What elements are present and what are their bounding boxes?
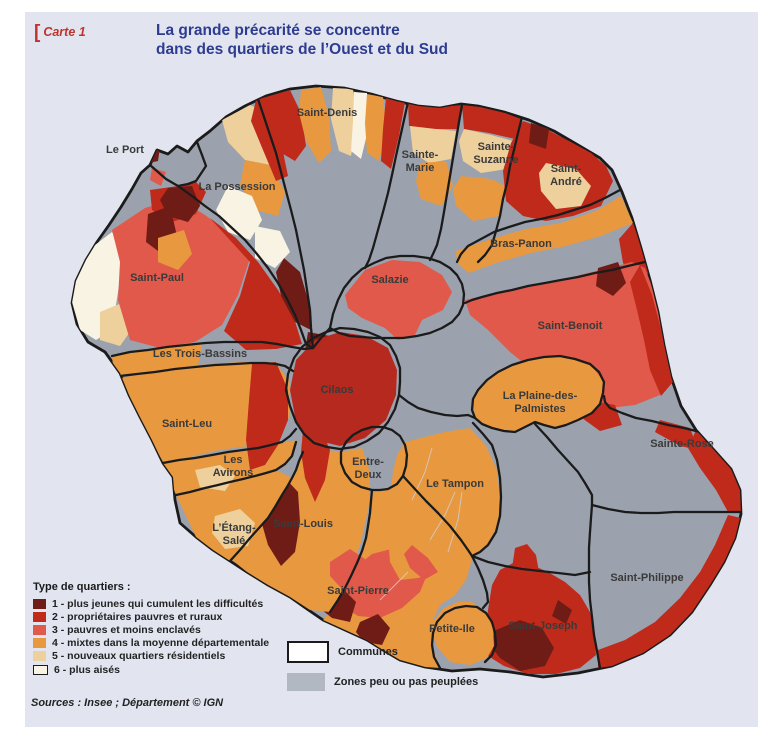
legend-label-3: 3 - pauvres et moins enclavés bbox=[52, 623, 201, 636]
legend-label-6: 6 - plus aisés bbox=[54, 663, 120, 676]
commune-label-saint-louis: Saint-Louis bbox=[273, 518, 333, 530]
commune-label-bras-panon: Bras-Panon bbox=[490, 238, 552, 250]
commune-label-petite-ile: Petite-Ile bbox=[429, 623, 475, 635]
commune-label-sainte-rose: Sainte-Rose bbox=[650, 438, 714, 450]
commune-label-le-tampon: Le Tampon bbox=[426, 478, 484, 490]
commune-label-saint-pierre: Saint-Pierre bbox=[327, 585, 389, 597]
legend-item-6: 6 - plus aisés bbox=[33, 663, 269, 676]
commune-label-les-trois-bassins: Les Trois-Bassins bbox=[153, 348, 247, 360]
map-symbols-legend: Communes Zones peu ou pas peuplées bbox=[287, 641, 478, 701]
legend-label-5: 5 - nouveaux quartiers résidentiels bbox=[52, 650, 226, 663]
quartier-patches bbox=[72, 87, 741, 674]
legend-swatch-6 bbox=[33, 664, 48, 675]
legend-swatch-3 bbox=[33, 624, 46, 635]
figure-title: La grande précarité se concentre dans de… bbox=[156, 21, 448, 59]
commune-label-saint-denis: Saint-Denis bbox=[297, 107, 358, 119]
commune-label-saint-leu: Saint-Leu bbox=[162, 418, 212, 430]
legend-swatch-5 bbox=[33, 651, 46, 662]
commune-label-saint-philippe: Saint-Philippe bbox=[610, 572, 683, 584]
zones-label: Zones peu ou pas peuplées bbox=[334, 676, 479, 688]
legend-label-4: 4 - mixtes dans la moyenne départemental… bbox=[52, 637, 270, 650]
commune-label-les-avirons: Les Avirons bbox=[213, 454, 254, 479]
legend-swatch-4 bbox=[33, 638, 46, 649]
communes-legend-item: Communes bbox=[287, 641, 478, 663]
legend-item-5: 5 - nouveaux quartiers résidentiels bbox=[33, 650, 269, 663]
carte-bracket-icon: [ bbox=[34, 22, 41, 43]
commune-label-sainte-suzanne: Sainte-Suzanne bbox=[473, 141, 518, 166]
commune-borders bbox=[110, 97, 741, 670]
legend-item-2: 2 - propriétaires pauvres et ruraux bbox=[33, 610, 269, 623]
commune-label-la-plaine-des-palmistes: La Plaine-des-Palmistes bbox=[503, 390, 578, 415]
legend-item-3: 3 - pauvres et moins enclavés bbox=[33, 623, 269, 636]
commune-label-salazie: Salazie bbox=[371, 274, 408, 286]
sources-note: Sources : Insee ; Département © IGN bbox=[31, 697, 224, 709]
title-line-2: dans des quartiers de l’Ouest et du Sud bbox=[156, 41, 448, 58]
commune-label-cilaos: Cilaos bbox=[320, 384, 353, 396]
commune-label-letang-sale: L’Étang-Salé bbox=[212, 521, 256, 547]
quartier-type-legend: Type de quartiers : 1 - plus jeunes qui … bbox=[33, 581, 269, 676]
legend-item-4: 4 - mixtes dans la moyenne départemental… bbox=[33, 637, 269, 650]
legend-swatch-2 bbox=[33, 611, 46, 622]
commune-label-saint-andre: Saint-André bbox=[550, 163, 582, 188]
legend-label-1: 1 - plus jeunes qui cumulent les difficu… bbox=[52, 597, 264, 610]
legend-swatch-1 bbox=[33, 598, 46, 609]
commune-label-le-port: Le Port bbox=[106, 144, 144, 156]
commune-label-la-possession: La Possession bbox=[198, 181, 275, 193]
commune-label-saint-joseph: Saint-Joseph bbox=[508, 620, 577, 632]
carte-label: Carte 1 bbox=[43, 25, 86, 39]
commune-label-sainte-marie: Sainte-Marie bbox=[402, 149, 439, 174]
communes-symbol bbox=[287, 641, 329, 663]
zones-legend-item: Zones peu ou pas peuplées bbox=[287, 673, 478, 691]
legend-label-2: 2 - propriétaires pauvres et ruraux bbox=[52, 610, 223, 623]
commune-labels: Le Port La Possession Saint-Denis Sainte-Ma… bbox=[106, 107, 714, 635]
legend-title: Type de quartiers : bbox=[33, 581, 131, 593]
legend-item-1: 1 - plus jeunes qui cumulent les difficu… bbox=[33, 597, 269, 610]
commune-label-entre-deux: Entre-Deux bbox=[352, 456, 384, 481]
commune-label-saint-paul: Saint-Paul bbox=[130, 272, 184, 284]
title-line-1: La grande précarité se concentre bbox=[156, 22, 400, 39]
communes-label: Communes bbox=[338, 646, 398, 658]
zones-symbol bbox=[287, 673, 325, 691]
commune-label-saint-benoit: Saint-Benoit bbox=[538, 320, 603, 332]
carte-tag: [Carte 1 bbox=[34, 22, 86, 44]
